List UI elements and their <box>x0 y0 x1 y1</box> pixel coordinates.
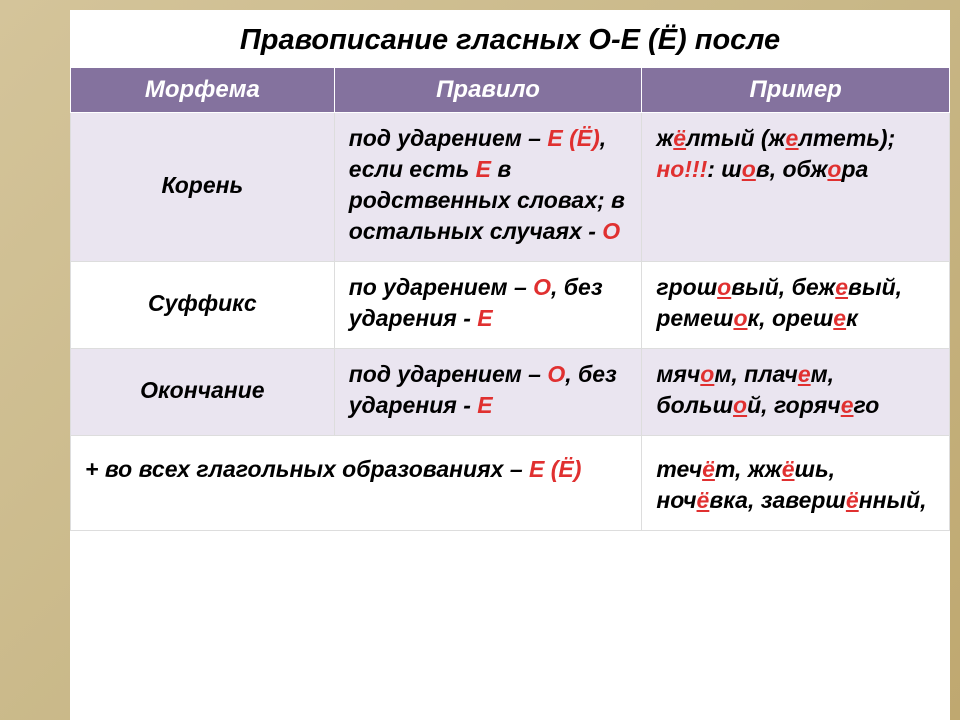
col-rule: Правило <box>334 68 642 113</box>
table-row: Суффикс по ударением – О, без ударения -… <box>71 262 950 349</box>
cell-rule: под ударением – Е (Ё), если есть Е в род… <box>334 113 642 262</box>
cell-example: течёт, жжёшь, ночёвка, завершённый, <box>642 436 950 531</box>
cell-rule: по ударением – О, без ударения - Е <box>334 262 642 349</box>
rules-table: Морфема Правило Пример Корень под ударен… <box>70 67 950 531</box>
slide: Правописание гласных О-Е (Ё) после Морфе… <box>70 10 950 720</box>
page-title: Правописание гласных О-Е (Ё) после <box>70 10 950 67</box>
cell-morpheme: Суффикс <box>71 262 335 349</box>
col-morpheme: Морфема <box>71 68 335 113</box>
cell-example: жёлтый (желтеть); но!!!: шов, обжора <box>642 113 950 262</box>
table-row: Окончание под ударением – О, без ударени… <box>71 349 950 436</box>
col-example: Пример <box>642 68 950 113</box>
table-row: Корень под ударением – Е (Ё), если есть … <box>71 113 950 262</box>
table-header-row: Морфема Правило Пример <box>71 68 950 113</box>
cell-note: + во всех глагольных образованиях – Е (Ё… <box>71 436 642 531</box>
cell-morpheme: Корень <box>71 113 335 262</box>
table-row: + во всех глагольных образованиях – Е (Ё… <box>71 436 950 531</box>
cell-morpheme: Окончание <box>71 349 335 436</box>
cell-example: грошовый, бежевый, ремешок, орешек <box>642 262 950 349</box>
cell-rule: под ударением – О, без ударения - Е <box>334 349 642 436</box>
cell-example: мячом, плачем, большой, горячего <box>642 349 950 436</box>
